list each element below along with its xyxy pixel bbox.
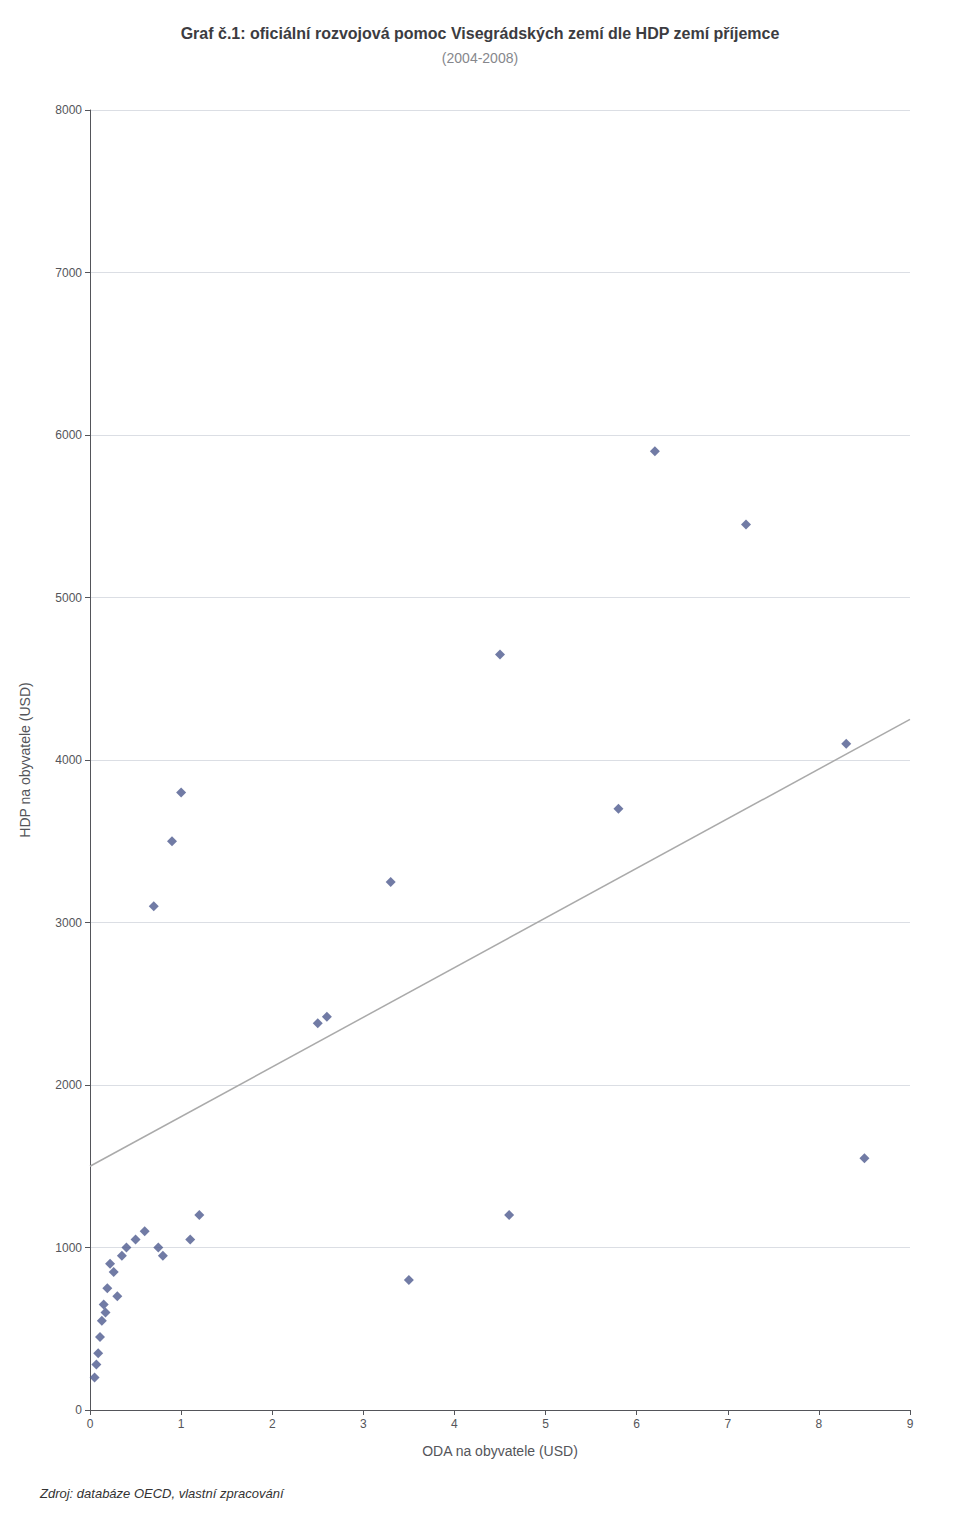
svg-text:3000: 3000 (55, 916, 82, 930)
svg-text:6000: 6000 (55, 428, 82, 442)
svg-text:Zdroj: databáze OECD, vlastní: Zdroj: databáze OECD, vlastní zpracování (39, 1486, 285, 1501)
svg-text:8: 8 (816, 1417, 823, 1431)
svg-text:HDP na obyvatele (USD): HDP na obyvatele (USD) (17, 682, 33, 837)
svg-text:1000: 1000 (55, 1241, 82, 1255)
svg-text:0: 0 (87, 1417, 94, 1431)
svg-text:(2004-2008): (2004-2008) (442, 50, 518, 66)
svg-text:2000: 2000 (55, 1078, 82, 1092)
svg-text:8000: 8000 (55, 103, 82, 117)
svg-text:0: 0 (75, 1403, 82, 1417)
svg-text:6: 6 (633, 1417, 640, 1431)
svg-text:5: 5 (542, 1417, 549, 1431)
svg-text:5000: 5000 (55, 591, 82, 605)
svg-text:3: 3 (360, 1417, 367, 1431)
svg-text:4: 4 (451, 1417, 458, 1431)
svg-text:7: 7 (724, 1417, 731, 1431)
svg-text:7000: 7000 (55, 266, 82, 280)
svg-text:2: 2 (269, 1417, 276, 1431)
svg-text:9: 9 (907, 1417, 914, 1431)
svg-text:4000: 4000 (55, 753, 82, 767)
svg-text:1: 1 (178, 1417, 185, 1431)
svg-text:ODA na obyvatele (USD): ODA na obyvatele (USD) (422, 1443, 578, 1459)
svg-text:Graf č.1: oficiální rozvojová: Graf č.1: oficiální rozvojová pomoc Vise… (181, 25, 780, 42)
